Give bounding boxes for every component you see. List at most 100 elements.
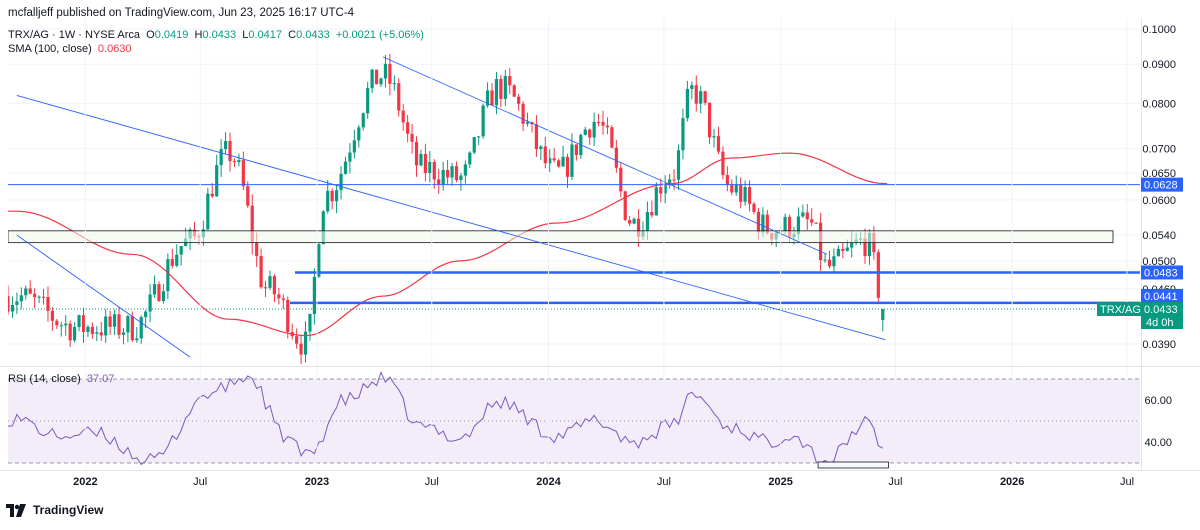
price-pane bbox=[8, 28, 1140, 365]
candle-body bbox=[468, 152, 472, 165]
candle-body bbox=[628, 220, 632, 224]
candle-body bbox=[432, 162, 436, 180]
candle-body bbox=[881, 309, 885, 321]
candle-body bbox=[59, 325, 63, 327]
candle-body bbox=[747, 187, 752, 204]
close-label: C bbox=[288, 29, 297, 41]
candle-body bbox=[41, 296, 46, 298]
candle-body bbox=[175, 254, 179, 266]
candle-body bbox=[463, 164, 467, 176]
candle-body bbox=[144, 311, 148, 318]
candle-body bbox=[392, 83, 396, 85]
candle-body bbox=[787, 216, 792, 238]
price-tick-label: 0.0600 bbox=[1142, 195, 1176, 207]
price-tick-label: 0.0540 bbox=[1142, 230, 1176, 242]
attribution-text: mcfalljeff published on TradingView.com,… bbox=[8, 7, 355, 19]
candle-body bbox=[707, 102, 712, 138]
candle-body bbox=[796, 216, 801, 235]
candle-body bbox=[423, 153, 428, 174]
candle-body bbox=[317, 244, 321, 277]
candle-body bbox=[756, 211, 761, 233]
candle-body bbox=[206, 193, 210, 230]
trendline bbox=[382, 56, 828, 255]
candle-body bbox=[64, 323, 68, 326]
candle-body bbox=[10, 304, 15, 312]
candle-body bbox=[836, 248, 840, 257]
time-tick-label: Jul bbox=[888, 476, 902, 488]
level-badge-0441: 0.0441 bbox=[1144, 291, 1178, 303]
candle-body bbox=[459, 175, 463, 181]
sma-legend[interactable]: SMA (100, close) 0.0630 bbox=[8, 43, 132, 55]
candle-body bbox=[783, 216, 787, 231]
candle-body bbox=[55, 320, 59, 326]
candle-body bbox=[259, 256, 263, 288]
candle-body bbox=[823, 259, 827, 261]
candle-body bbox=[619, 167, 623, 192]
time-tick-label: 2026 bbox=[1000, 476, 1024, 488]
candle-body bbox=[761, 214, 765, 233]
candle-body bbox=[77, 315, 81, 328]
candle-body bbox=[8, 296, 10, 312]
candle-body bbox=[699, 91, 703, 104]
candle-body bbox=[596, 121, 601, 123]
open-label: O bbox=[146, 29, 155, 41]
level-badge-0628: 0.0628 bbox=[1144, 180, 1178, 192]
candle-body bbox=[46, 296, 50, 311]
candle-body bbox=[863, 238, 867, 257]
candle-body bbox=[570, 144, 574, 177]
candle-body bbox=[419, 153, 423, 166]
candle-body bbox=[361, 113, 365, 128]
candle-body bbox=[672, 179, 676, 181]
price-tick-label: 0.0390 bbox=[1142, 339, 1176, 351]
rsi-legend[interactable]: RSI (14, close) 37.07 bbox=[8, 373, 114, 385]
rsi-band bbox=[8, 379, 1140, 463]
sma-label: SMA (100, close) bbox=[8, 43, 92, 55]
candle-body bbox=[685, 88, 689, 119]
candle-body bbox=[299, 343, 303, 355]
candle-body bbox=[690, 85, 694, 89]
candle-body bbox=[19, 295, 23, 302]
candle-body bbox=[659, 187, 663, 194]
candle-body bbox=[295, 336, 299, 344]
candle-body bbox=[397, 83, 401, 111]
symbol-badge-bg bbox=[1097, 302, 1141, 317]
candle-body bbox=[86, 326, 90, 332]
candle-body bbox=[632, 218, 636, 224]
candle-body bbox=[95, 332, 99, 334]
price-tick-label: 0.0700 bbox=[1142, 143, 1176, 155]
tradingview-logo-icon bbox=[6, 503, 26, 517]
candle-body bbox=[654, 187, 658, 216]
symbol-info[interactable]: TRX/AG · 1W · NYSE Arca bbox=[8, 29, 141, 41]
open-value: 0.0419 bbox=[154, 29, 189, 41]
sma-value: 0.0630 bbox=[97, 43, 132, 55]
candle-body bbox=[450, 166, 454, 178]
candle-body bbox=[614, 147, 618, 168]
candle-body bbox=[645, 211, 650, 231]
candle-body bbox=[170, 259, 174, 266]
candle-body bbox=[250, 205, 254, 243]
candle-body bbox=[348, 152, 352, 162]
candle-body bbox=[481, 105, 485, 137]
price-tick-label: 0.0800 bbox=[1142, 99, 1176, 111]
candle-body bbox=[721, 151, 725, 176]
candle-body bbox=[410, 133, 414, 142]
candle-body bbox=[494, 78, 499, 106]
candle-body bbox=[867, 232, 872, 257]
time-tick-label: 2024 bbox=[536, 476, 561, 488]
candle-body bbox=[827, 259, 832, 267]
candle-body bbox=[490, 90, 494, 106]
candle-body bbox=[841, 248, 845, 251]
candle-body bbox=[712, 136, 716, 138]
trendline bbox=[16, 234, 191, 358]
tradingview-footer[interactable]: TradingView bbox=[6, 503, 103, 517]
candle-body bbox=[845, 247, 849, 251]
time-tick-label: Jul bbox=[657, 476, 671, 488]
low-label: L bbox=[242, 29, 249, 41]
rsi-pane bbox=[8, 371, 1140, 466]
candle-body bbox=[517, 96, 521, 104]
level-badge-0441-bg bbox=[1141, 288, 1183, 303]
candle-body bbox=[277, 294, 281, 299]
candle-body bbox=[139, 317, 143, 339]
candle-body bbox=[374, 69, 379, 85]
